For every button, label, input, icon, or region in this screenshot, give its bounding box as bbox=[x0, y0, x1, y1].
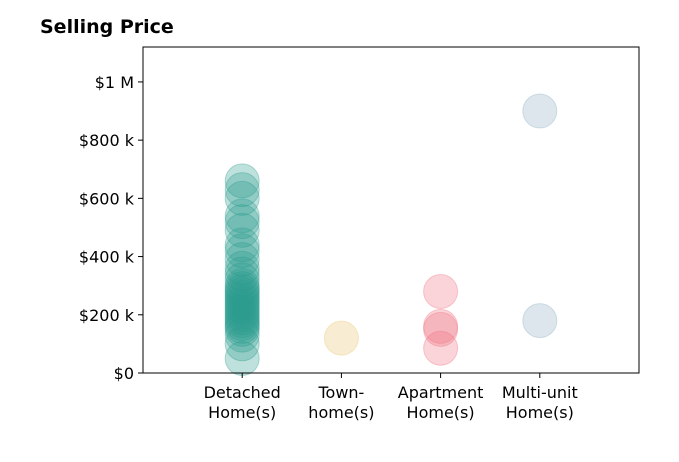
data-point bbox=[224, 172, 260, 208]
y-tick-label: $600 k bbox=[79, 189, 135, 208]
chart-title: Selling Price bbox=[40, 16, 174, 38]
data-point bbox=[224, 262, 260, 298]
y-tick-label: $800 k bbox=[79, 131, 135, 150]
data-point bbox=[224, 241, 260, 277]
data-point bbox=[224, 288, 260, 324]
data-point bbox=[423, 274, 459, 309]
x-tick-label: Apartment bbox=[398, 383, 484, 402]
data-point bbox=[224, 291, 260, 327]
y-tick-label: $400 k bbox=[79, 248, 135, 267]
data-point bbox=[522, 93, 558, 129]
data-point bbox=[224, 300, 260, 336]
data-point bbox=[224, 303, 260, 339]
data-point bbox=[224, 163, 260, 199]
data-point bbox=[224, 306, 260, 342]
data-point bbox=[224, 198, 260, 234]
data-point bbox=[224, 311, 260, 347]
x-tick-label: Home(s) bbox=[208, 403, 276, 422]
data-point bbox=[224, 282, 260, 318]
data-point bbox=[224, 180, 260, 216]
plot-frame bbox=[142, 46, 640, 374]
x-tick-label: Home(s) bbox=[506, 403, 574, 422]
data-point bbox=[224, 212, 260, 248]
data-point bbox=[224, 250, 260, 286]
x-tick-label: Multi-unit bbox=[502, 383, 578, 402]
x-tick-label: Town- bbox=[317, 383, 364, 402]
data-point bbox=[224, 294, 260, 330]
data-point bbox=[423, 308, 459, 344]
data-point bbox=[224, 279, 260, 315]
data-point bbox=[224, 297, 260, 333]
data-point bbox=[224, 317, 260, 353]
y-tick-label: $0 bbox=[114, 364, 134, 383]
data-point bbox=[224, 256, 260, 292]
data-point bbox=[224, 271, 260, 307]
y-tick-label: $200 k bbox=[79, 306, 135, 325]
y-tick-label: $1 M bbox=[95, 73, 134, 92]
data-point bbox=[224, 276, 260, 312]
x-tick-label: home(s) bbox=[308, 403, 374, 422]
data-point bbox=[224, 233, 260, 269]
data-point bbox=[224, 274, 260, 309]
x-tick-label: Home(s) bbox=[407, 403, 475, 422]
data-point bbox=[224, 308, 260, 344]
data-point bbox=[224, 326, 260, 362]
data-point bbox=[423, 311, 459, 347]
data-point bbox=[224, 285, 260, 321]
data-point bbox=[224, 268, 260, 304]
data-point bbox=[522, 303, 558, 339]
data-point bbox=[323, 320, 359, 356]
data-point bbox=[423, 330, 459, 366]
data-point bbox=[224, 227, 260, 263]
data-point bbox=[224, 204, 260, 240]
x-tick-label: Detached bbox=[204, 383, 281, 402]
